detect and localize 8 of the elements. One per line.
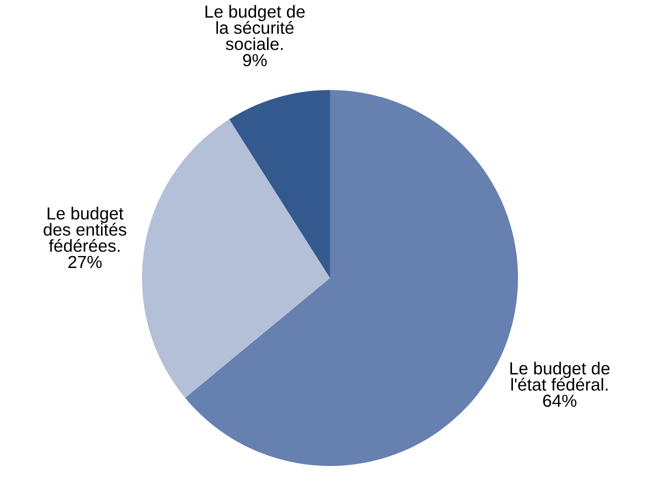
- pie-slice: [142, 119, 330, 398]
- slice-label: Le budget de l'état fédéral.: [510, 362, 610, 391]
- data-label: 27%: [68, 256, 102, 268]
- pie-slice: [229, 90, 330, 278]
- data-label: 9%: [243, 54, 267, 66]
- data-label: 64%: [543, 394, 576, 407]
- slice-label: Le budget des entités fédérées.: [44, 206, 126, 252]
- slice-label: Le budget de la sécurité sociale.: [206, 4, 305, 50]
